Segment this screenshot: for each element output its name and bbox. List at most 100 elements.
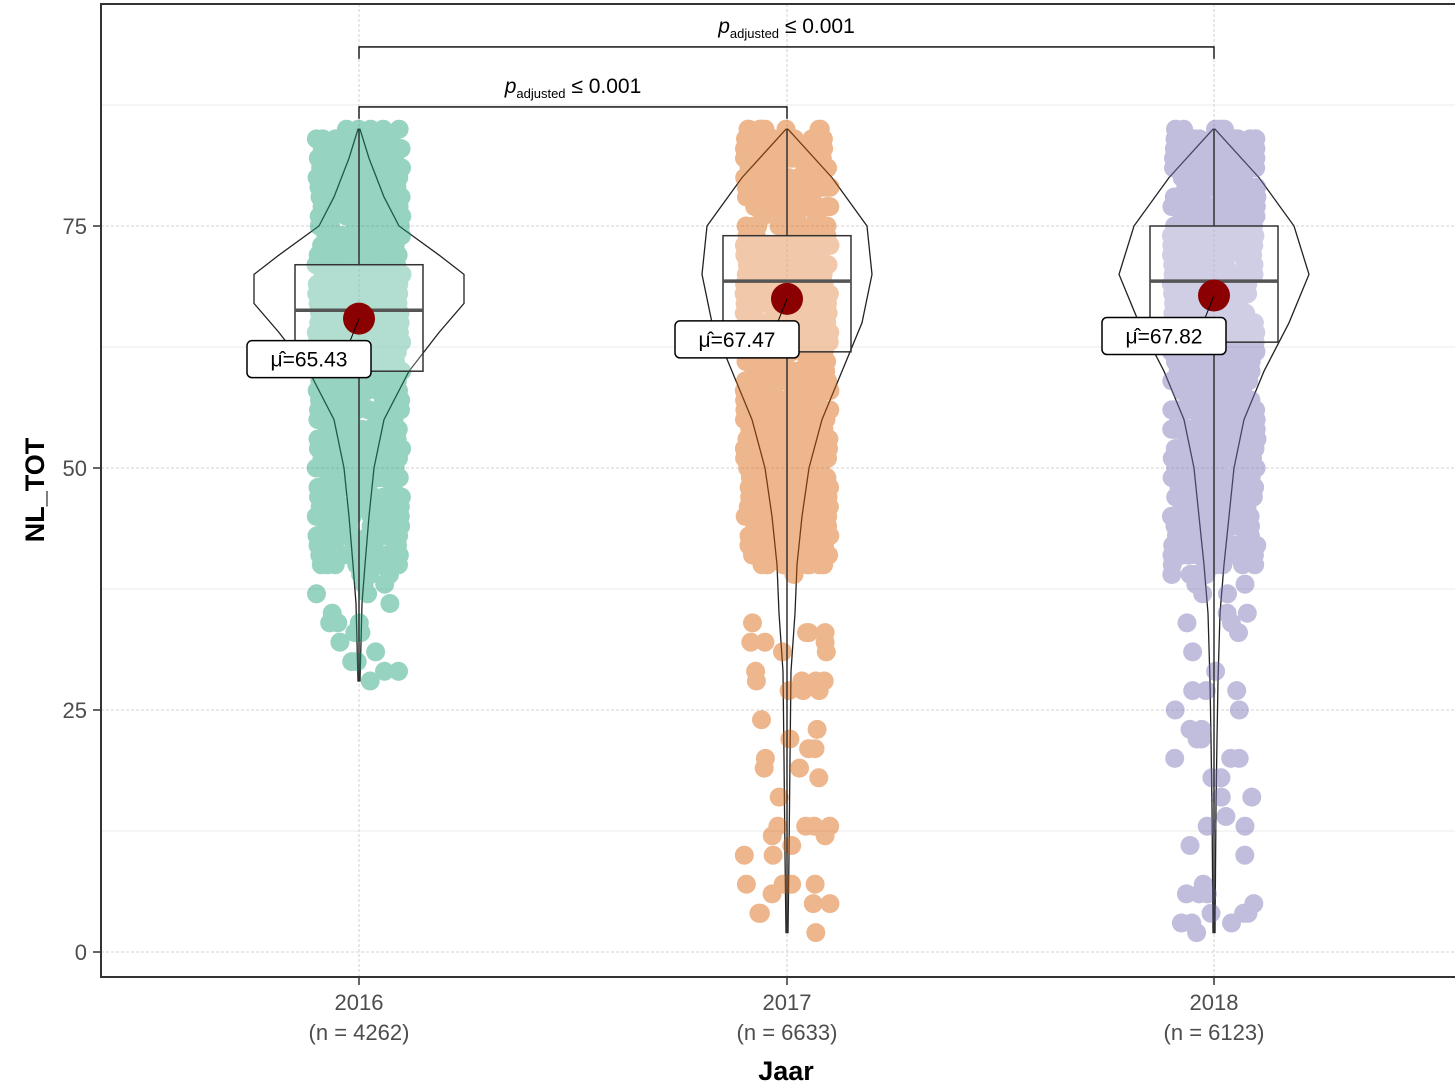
data-point [382, 516, 402, 536]
data-point [372, 197, 392, 217]
data-point [758, 264, 777, 284]
data-point [797, 352, 817, 371]
data-point [322, 177, 342, 197]
data-point [744, 168, 764, 188]
data-point [1228, 129, 1248, 149]
data-point [790, 758, 809, 778]
data-point [374, 168, 394, 188]
data-point [387, 293, 407, 313]
data-point [814, 352, 834, 371]
data-point [343, 526, 363, 546]
data-point [751, 129, 771, 149]
data-point [760, 264, 780, 284]
data-point [1176, 177, 1196, 197]
data-point [1206, 255, 1226, 275]
data-point [1213, 468, 1233, 488]
data-point [319, 216, 339, 236]
data-point [749, 264, 769, 284]
data-point [373, 129, 393, 149]
data-point [759, 535, 779, 555]
data-point [336, 235, 355, 255]
data-point [1215, 352, 1235, 371]
data-point [1193, 584, 1213, 604]
data-point [307, 274, 327, 294]
data-point [1179, 545, 1199, 565]
data-point [342, 206, 361, 226]
data-point [386, 371, 406, 391]
data-point [364, 516, 384, 536]
data-point [332, 477, 352, 497]
data-point [383, 477, 403, 497]
data-point [312, 323, 332, 342]
data-point [313, 487, 333, 507]
data-point [1168, 158, 1188, 178]
data-point [791, 177, 811, 197]
data-point [356, 284, 376, 304]
data-point [1184, 468, 1203, 488]
data-point [1246, 342, 1266, 362]
data-point [776, 419, 796, 439]
data-point [330, 526, 349, 546]
data-point [1219, 206, 1239, 226]
data-point [352, 148, 372, 168]
data-point [342, 390, 362, 410]
data-point [1210, 400, 1230, 420]
data-point [360, 565, 380, 584]
data-point [808, 526, 828, 546]
data-point [1206, 139, 1226, 159]
data-point [1217, 603, 1237, 623]
data-point [346, 235, 366, 255]
violin-2017 [701, 128, 873, 934]
data-point [742, 187, 762, 207]
data-point [358, 555, 378, 575]
data-point [768, 439, 787, 459]
data-point [339, 410, 359, 430]
data-point [348, 458, 368, 478]
mean-label-box [674, 320, 800, 359]
data-point [367, 168, 387, 188]
data-point [366, 506, 386, 526]
data-point [820, 816, 840, 836]
data-point [1210, 226, 1230, 246]
data-point [306, 323, 326, 342]
data-point [1225, 264, 1245, 284]
data-point [1169, 410, 1189, 430]
data-point [1187, 535, 1207, 555]
data-point [804, 168, 824, 188]
data-point [1191, 477, 1211, 497]
data-point [1166, 197, 1186, 217]
data-point [380, 565, 399, 584]
data-point [1198, 429, 1218, 449]
data-point [380, 516, 400, 536]
data-point [386, 526, 406, 546]
data-point [343, 235, 363, 255]
data-point [798, 313, 818, 333]
data-point [783, 516, 803, 536]
data-point [807, 429, 827, 449]
data-point [364, 226, 384, 246]
data-point [327, 129, 347, 149]
data-point [377, 371, 397, 391]
data-point [812, 177, 832, 197]
data-point [802, 361, 822, 381]
data-point [1225, 400, 1245, 420]
data-point [383, 148, 403, 168]
data-point [323, 245, 343, 265]
data-point [360, 429, 380, 449]
data-point [768, 197, 788, 217]
data-point [348, 158, 368, 178]
data-point [795, 245, 815, 265]
data-point [811, 458, 831, 478]
data-point [1210, 352, 1230, 371]
data-point [367, 352, 387, 371]
data-point [1238, 148, 1258, 168]
axes: 2016(n = 4262)2017(n = 6633)2018(n = 612… [63, 214, 1265, 1045]
data-point [1236, 139, 1256, 159]
data-point [811, 332, 831, 352]
data-point [377, 235, 397, 255]
data-point [343, 381, 363, 401]
data-point [820, 197, 840, 217]
data-point [1212, 410, 1232, 430]
data-point [818, 371, 838, 391]
data-point [1185, 129, 1205, 149]
